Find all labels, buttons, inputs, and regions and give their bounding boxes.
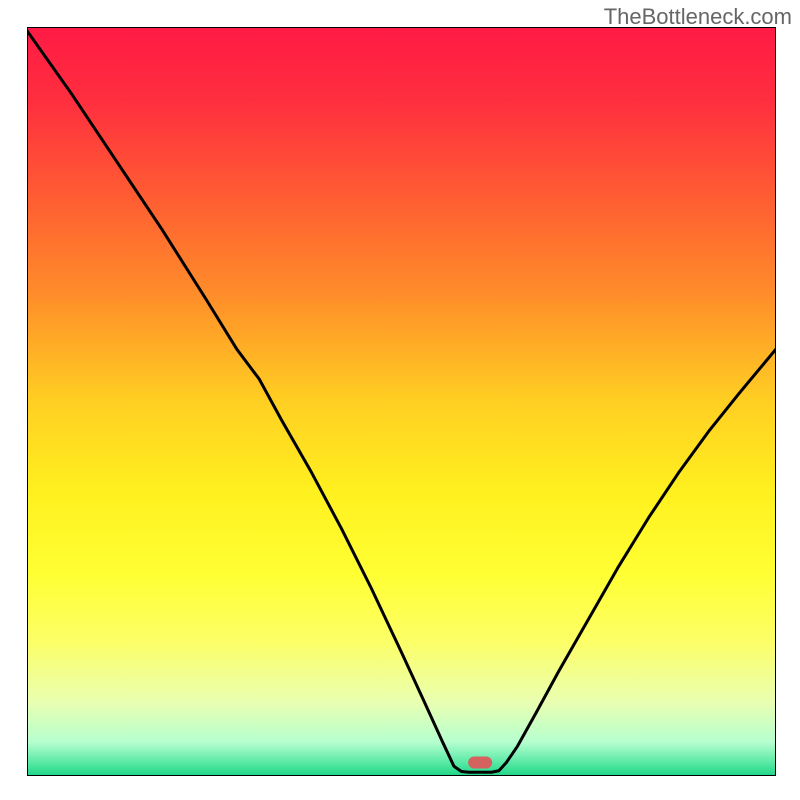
chart-svg: [27, 27, 776, 776]
min-marker: [468, 757, 492, 769]
gradient-background: [27, 27, 776, 776]
chart-plot-area: [27, 27, 776, 776]
stage: TheBottleneck.com: [0, 0, 800, 800]
